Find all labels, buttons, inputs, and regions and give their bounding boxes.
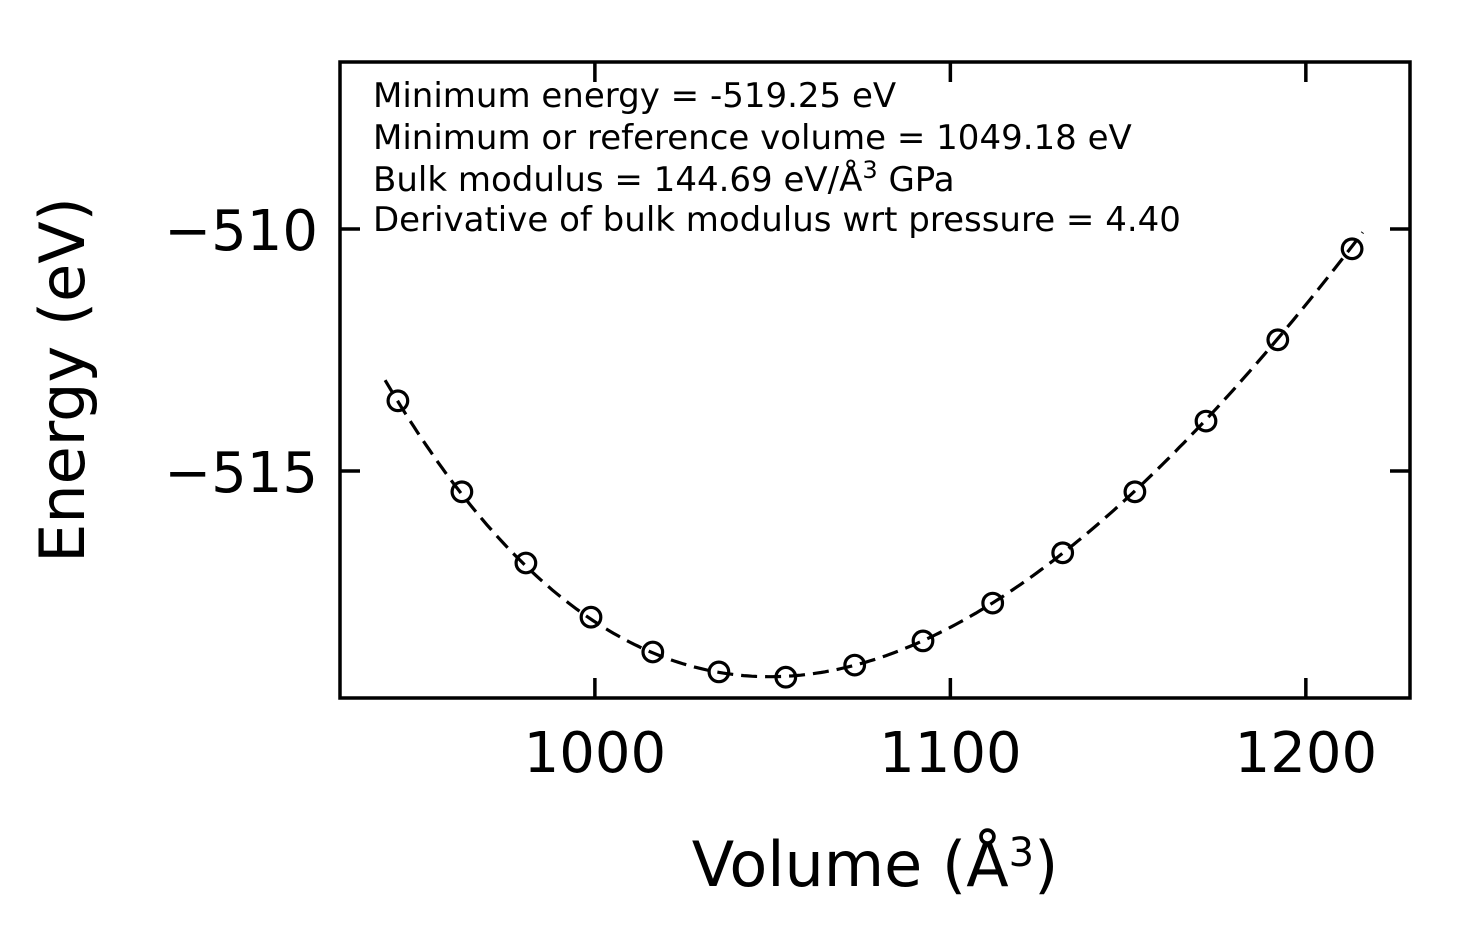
data-point xyxy=(1194,409,1218,433)
x-axis-label: Volume (Å3) xyxy=(692,828,1059,901)
fit-curve xyxy=(383,231,1364,679)
y-tick-label: −515 xyxy=(164,441,318,506)
y-axis-label: Energy (eV) xyxy=(26,197,99,563)
data-point xyxy=(641,640,665,664)
annotation-line-bulk-modulus: Bulk modulus = 144.69 eV/Å3 GPa xyxy=(373,156,955,200)
data-point xyxy=(774,665,798,689)
x-tick-label: 1100 xyxy=(879,721,1022,786)
axes-frame xyxy=(338,60,1412,700)
axes-layer: 1000 1100 1200 −510 −515 xyxy=(164,60,1412,786)
data-point xyxy=(1340,237,1364,261)
data-point xyxy=(981,591,1005,615)
data-point xyxy=(1123,480,1147,504)
data-point xyxy=(1266,328,1290,352)
data-layer xyxy=(383,231,1364,689)
x-tick-label: 1000 xyxy=(524,721,667,786)
annotation-line-bulk-modulus-derivative: Derivative of bulk modulus wrt pressure … xyxy=(373,200,1181,240)
data-point xyxy=(386,389,410,413)
data-point xyxy=(843,653,867,677)
y-tick-label: −510 xyxy=(164,199,318,264)
annotation-line-reference-volume: Minimum or reference volume = 1049.18 eV xyxy=(373,118,1132,158)
data-point xyxy=(514,551,538,575)
annotation-line-min-energy: Minimum energy = -519.25 eV xyxy=(373,76,896,116)
fit-parameters-annotation: Minimum energy = -519.25 eV Minimum or r… xyxy=(373,76,1181,240)
data-point xyxy=(1051,541,1075,565)
data-point xyxy=(579,605,603,629)
data-point xyxy=(911,629,935,653)
data-point xyxy=(450,480,474,504)
data-point xyxy=(707,660,731,684)
x-tick-label: 1200 xyxy=(1235,721,1378,786)
